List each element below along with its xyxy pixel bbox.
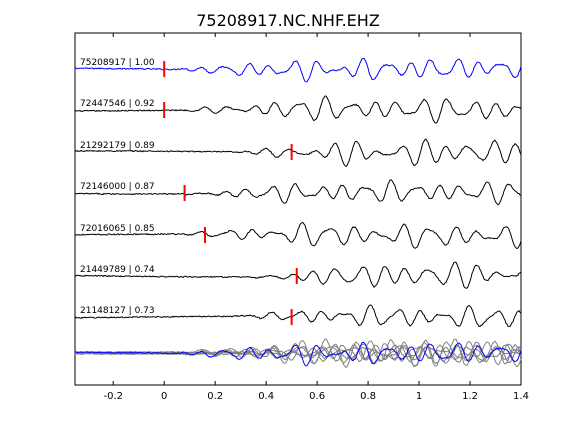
trace-label-75208917: 75208917 | 1.00 — [80, 58, 155, 68]
trace-label-21148127: 21148127 | 0.73 — [80, 306, 155, 316]
trace-line-72146000 — [74, 179, 522, 206]
x-tick-label: 1.4 — [513, 391, 529, 402]
x-tick-label: 1.2 — [462, 391, 478, 402]
trace-label-21449789: 21449789 | 0.74 — [80, 265, 155, 275]
plot-frame — [74, 32, 522, 386]
traces-layer: 75208917 | 1.00 72447546 | 0.92 21292179 |… — [74, 58, 522, 328]
trace-line-21148127 — [74, 304, 522, 328]
stack-reference-trace — [74, 342, 522, 367]
x-tick-label: 1 — [416, 391, 422, 402]
x-tick-label: 0.2 — [207, 391, 223, 402]
trace-label-72016065: 72016065 | 0.85 — [80, 224, 155, 234]
x-axis: -0.2 0 0.2 0.4 0.6 0.8 1 1.2 1.4 — [103, 33, 529, 402]
trace-line-21449789 — [74, 261, 522, 289]
trace-line-72447546 — [74, 95, 522, 124]
x-tick-label: 0.8 — [360, 391, 376, 402]
trace-label-21292179: 21292179 | 0.89 — [80, 141, 155, 151]
x-tick-label: 0 — [161, 391, 167, 402]
x-tick-label: 0.6 — [309, 391, 325, 402]
x-tick-label: 0.4 — [258, 391, 274, 402]
trace-label-72447546: 72447546 | 0.92 — [80, 99, 155, 109]
chart-title: 75208917.NC.NHF.EHZ — [196, 11, 380, 30]
trace-line-72016065 — [74, 222, 522, 250]
trace-line-21292179 — [74, 138, 522, 168]
trace-line-75208917 — [74, 58, 522, 83]
stack-layer — [74, 338, 522, 369]
x-tick-label: -0.2 — [103, 391, 123, 402]
trace-label-72146000: 72146000 | 0.87 — [80, 182, 155, 192]
